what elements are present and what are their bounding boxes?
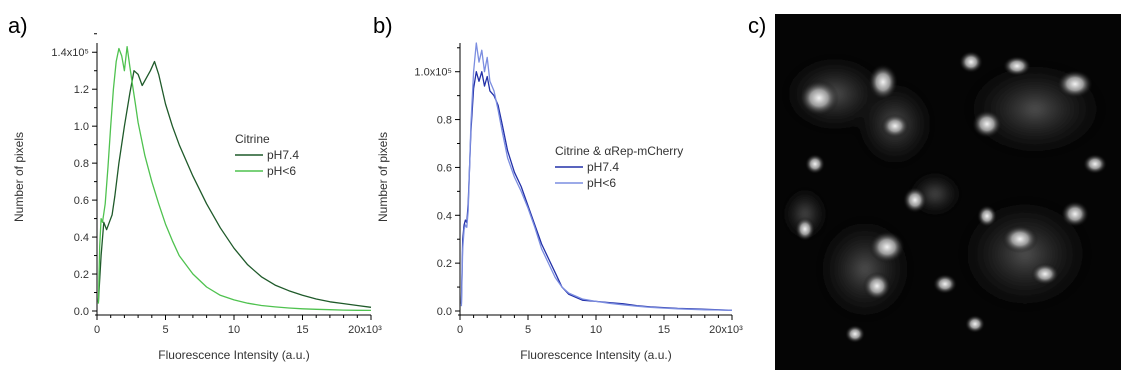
y-tick-label: 0.2: [437, 258, 452, 270]
y-tick-label: 1.0x10⁵: [414, 67, 452, 79]
y-axis-label: Number of pixels: [12, 132, 26, 222]
x-tick-label: 20x10³: [348, 324, 382, 336]
x-axis-label: Fluorescence Intensity (a.u.): [520, 348, 671, 362]
x-tick-label: 15: [658, 324, 670, 336]
x-tick-label: 5: [162, 324, 168, 336]
x-tick-label: 20x10³: [709, 324, 743, 336]
y-tick-label: 0.2: [74, 269, 89, 281]
x-tick-label: 0: [94, 324, 100, 336]
y-axis-label: Number of pixels: [376, 132, 390, 222]
microscopy-cells: [775, 49, 1115, 343]
panel-label-b: b): [373, 13, 393, 38]
legend-label-2: pH<6: [587, 176, 616, 190]
series-line-1: [460, 71, 733, 311]
y-tick-label: 0.4: [437, 210, 452, 222]
legend-title: Citrine: [235, 132, 270, 146]
series-line-2: [460, 42, 733, 311]
x-tick-label: 0: [457, 324, 463, 336]
y-tick-label: 0.8: [74, 158, 89, 170]
x-tick-label: 5: [525, 324, 531, 336]
y-tick-label: 0.6: [437, 162, 452, 174]
panel-label-a: a): [8, 13, 28, 38]
series-line-2: [97, 46, 372, 312]
series-line-1: [97, 60, 372, 308]
y-tick-label: 0.8: [437, 115, 452, 127]
y-tick-label: 1.2: [74, 84, 89, 96]
x-tick-label: 10: [590, 324, 602, 336]
x-tick-label: 10: [228, 324, 240, 336]
panel-label-c: c): [748, 13, 767, 38]
histogram-chart-b: 0.0 0.2 0.4 0.6 0.8 1.0x10⁵ 0 5 10 15 20x10³ Fluore…: [376, 42, 743, 362]
y-tick-label: 1.4x10⁵: [51, 47, 89, 59]
microscopy-image: [775, 14, 1121, 370]
y-tick-label: 1.0: [74, 121, 89, 133]
x-tick-label: 15: [296, 324, 308, 336]
legend-title: Citrine & αRep-mCherry: [555, 144, 683, 158]
legend-label-1: pH7.4: [587, 160, 619, 174]
legend-label-2: pH<6: [267, 164, 296, 178]
histogram-chart-a: 0.0 0.2 0.4 0.6 0.8 1.0 1.2 1.4x10⁵ 0 5 10 15 20x10³…: [12, 33, 382, 362]
y-tick-label: 0.6: [74, 195, 89, 207]
y-tick-label: 0.0: [74, 306, 89, 318]
legend-label-1: pH7.4: [267, 148, 299, 162]
x-axis-label: Fluorescence Intensity (a.u.): [158, 348, 309, 362]
cells: [795, 51, 1107, 343]
y-tick-label: 0.4: [74, 232, 89, 244]
y-tick-label: 0.0: [437, 306, 452, 318]
